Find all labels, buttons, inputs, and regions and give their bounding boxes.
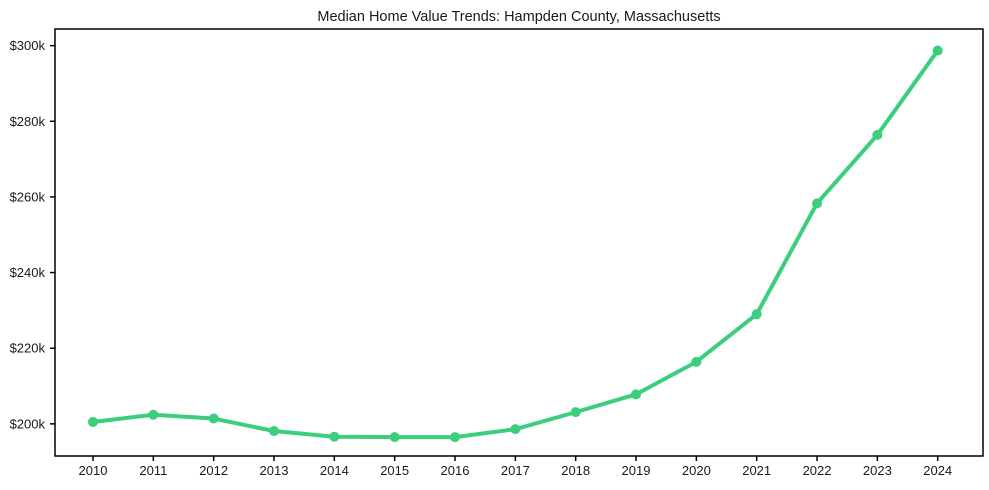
y-axis: $200k $220k $240k $260k $280k $300k [10,38,55,431]
x-axis: 2010 2011 2012 2013 2014 2015 2016 2017 2018 2019… [79,456,952,478]
data-point [751,309,762,320]
trend-line [91,48,940,440]
x-tick-label: 2014 [320,463,349,478]
chart-title: Median Home Value Trends: Hampden County… [317,9,720,25]
x-tick-label: 2016 [441,463,470,478]
x-tick-label: 2024 [923,463,952,478]
trend-series [88,45,943,443]
x-tick-label: 2015 [380,463,409,478]
y-tick-label: $280k [10,114,46,129]
y-tick-label: $300k [10,38,46,53]
data-point [208,413,219,424]
data-point [510,424,521,435]
data-point [269,426,280,437]
x-tick-label: 2012 [199,463,228,478]
y-tick-label: $200k [10,416,46,431]
data-point [329,431,340,442]
x-tick-label: 2020 [682,463,711,478]
x-tick-label: 2022 [803,463,832,478]
x-tick-label: 2011 [139,463,167,478]
plot-area-frame [54,28,984,457]
data-point [570,407,581,418]
data-point [389,432,400,443]
y-tick-label: $240k [10,265,46,280]
x-tick-label: 2017 [501,463,530,478]
data-point [631,389,642,400]
x-tick-label: 2023 [863,463,892,478]
x-tick-label: 2010 [79,463,108,478]
data-point [450,432,461,443]
y-tick-label: $260k [10,189,46,204]
x-tick-label: 2018 [561,463,590,478]
data-point [88,416,98,427]
data-point [691,356,702,367]
data-point [932,45,943,56]
x-tick-label: 2013 [260,463,289,478]
data-point [148,409,159,420]
data-point [872,129,883,140]
x-tick-label: 2019 [622,463,651,478]
x-tick-label: 2021 [742,463,771,478]
data-point [812,198,823,209]
y-tick-label: $220k [10,341,46,356]
